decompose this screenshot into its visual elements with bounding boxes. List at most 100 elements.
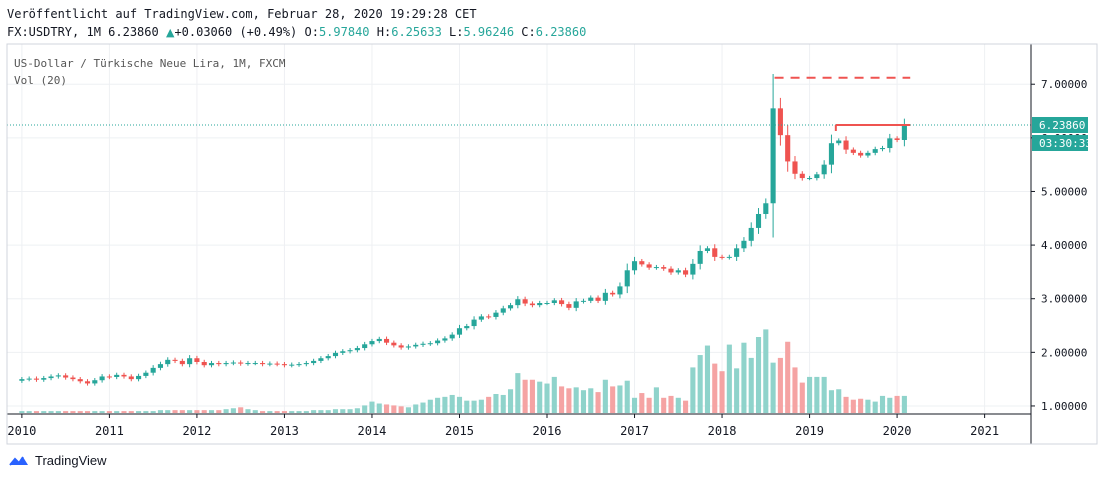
volume-bar — [121, 411, 127, 413]
candle-body — [799, 173, 805, 179]
volume-bar — [719, 371, 725, 413]
volume-bar — [303, 411, 309, 413]
candle-body — [92, 380, 98, 384]
candle-body — [201, 361, 207, 366]
volume-bar — [610, 386, 616, 413]
volume-bar — [63, 411, 69, 413]
candle-body — [821, 164, 827, 175]
candle-body — [136, 375, 142, 380]
candle-body — [887, 138, 893, 149]
volume-bar — [850, 399, 856, 413]
x-tick-label: 2012 — [182, 424, 211, 438]
volume-bar — [420, 402, 426, 413]
candle-body — [748, 227, 754, 241]
volume-bar — [449, 394, 455, 413]
symbol-ohlc-line: FX:USDTRY, 1M 6.23860 ▲+0.03060 (+0.49%)… — [7, 25, 586, 39]
volume-bar — [77, 411, 83, 413]
x-tick-label: 2013 — [270, 424, 299, 438]
candle-body — [391, 342, 397, 346]
volume-bar — [143, 411, 149, 413]
series-title: US-Dollar / Türkische Neue Lira, 1M, FXC… — [14, 57, 286, 70]
candle-body — [245, 363, 251, 365]
volume-bar — [128, 411, 134, 413]
x-tick-label: 2018 — [708, 424, 737, 438]
candle-body — [631, 261, 638, 271]
candle-body — [573, 301, 579, 308]
volume-bar — [792, 367, 798, 413]
volume-bar — [179, 410, 185, 413]
volume-bar — [70, 411, 76, 413]
candle-body — [602, 292, 608, 301]
x-tick-label: 2016 — [533, 424, 562, 438]
volume-bar — [230, 408, 236, 413]
volume-title: Vol (20) — [14, 74, 67, 87]
x-tick-label: 2014 — [358, 424, 387, 438]
volume-bar — [858, 398, 864, 413]
x-tick-label: 2020 — [883, 424, 912, 438]
x-tick-label: 2010 — [7, 424, 36, 438]
tradingview-logo[interactable]: TradingView — [8, 453, 107, 468]
volume-bar — [683, 400, 689, 413]
volume-bar — [559, 386, 565, 413]
volume-bar — [631, 397, 638, 413]
candle-body — [726, 256, 732, 258]
candle-body — [172, 359, 178, 361]
volume-bar — [267, 411, 273, 413]
open-label: O: — [304, 25, 319, 39]
volume-bar — [529, 379, 535, 413]
candle-body — [77, 379, 83, 382]
brand-name: TradingView — [35, 453, 107, 468]
candle-body — [405, 346, 411, 348]
candle-body — [872, 149, 878, 153]
volume-bar — [828, 390, 835, 413]
candle-body — [858, 152, 864, 156]
close-value: 6.23860 — [535, 25, 587, 39]
volume-bar — [763, 329, 769, 413]
open-value: 5.97840 — [318, 25, 370, 39]
volume-bar — [734, 368, 740, 413]
volume-bar — [646, 397, 652, 413]
candle-body — [150, 367, 156, 373]
volume-bar — [347, 409, 353, 413]
volume-bar — [464, 400, 470, 413]
volume-bar — [33, 411, 40, 413]
candle-body — [70, 377, 76, 380]
candle-body — [610, 292, 616, 295]
volume-bar — [376, 403, 382, 413]
candle-body — [529, 303, 535, 306]
published-info: Veröffentlicht auf TradingView.com, Febr… — [7, 7, 477, 21]
candle-body — [486, 316, 492, 318]
chart-frame — [6, 43, 1098, 445]
candle-body — [318, 358, 324, 361]
volume-bar — [92, 411, 98, 413]
candle-body — [646, 264, 652, 268]
candle-body — [478, 316, 484, 320]
candle-body — [427, 343, 433, 345]
volume-bar — [544, 383, 550, 413]
volume-bar — [150, 411, 156, 413]
candle-body — [303, 363, 309, 365]
candle-body — [515, 299, 521, 306]
volume-bar — [157, 410, 164, 413]
candle-body — [690, 263, 696, 275]
candle-body — [763, 203, 769, 214]
low-value: 5.96246 — [463, 25, 515, 39]
volume-bar — [201, 410, 207, 413]
volume-bar — [872, 401, 878, 413]
candle-body — [559, 300, 565, 305]
candle-body — [894, 138, 900, 140]
volume-bar — [755, 337, 762, 413]
candle-body — [843, 140, 849, 150]
volume-bar — [252, 410, 258, 413]
volume-bar — [223, 409, 229, 413]
candle-body — [41, 378, 47, 380]
volume-bar — [595, 392, 601, 413]
volume-bar — [807, 376, 813, 413]
volume-bar — [136, 411, 142, 413]
price-chart[interactable]: 1.000002.000003.000004.000005.000006.000… — [0, 0, 1100, 450]
candle-body — [165, 359, 171, 365]
plot-area[interactable] — [7, 44, 1031, 414]
candle-body — [471, 319, 477, 327]
candle-body — [55, 375, 61, 377]
volume-bar — [194, 410, 200, 413]
